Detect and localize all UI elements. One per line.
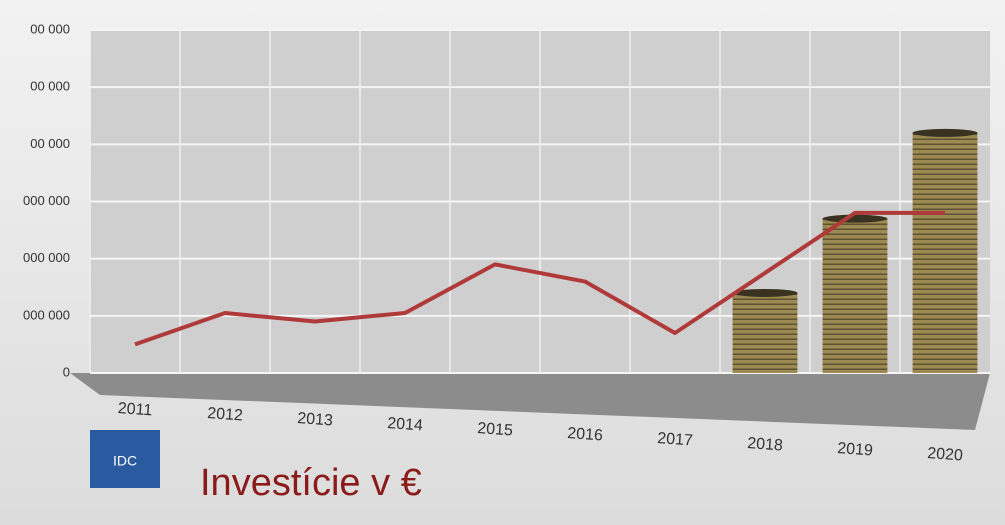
logo-text: IDC [113,453,137,469]
x-tick-label: 2014 [387,415,424,434]
x-tick-label: 2020 [927,445,964,464]
coin-top [912,128,978,137]
x-tick-label: 2016 [567,425,604,444]
chart-title: Investície v € [200,462,422,504]
x-tick-label: 2013 [297,410,334,429]
coin-top [822,214,888,223]
floor [70,373,990,430]
coin-top [732,288,798,297]
coin-stack [822,218,888,373]
coin-stack [732,292,798,373]
y-tick-label: 000 000 [23,250,70,265]
x-tick-label: 2018 [747,435,784,454]
x-tick-label: 2012 [207,405,244,424]
y-tick-label: 00 000 [30,79,70,94]
x-tick-label: 2015 [477,420,514,439]
y-tick-label: 000 000 [23,193,70,208]
coin-stack [912,132,978,373]
line [134,210,945,347]
logo: IDC [90,430,160,488]
y-tick-label: 000 000 [23,307,70,322]
x-tick-label: 2011 [117,400,153,419]
y-tick-label: 00 000 [30,136,70,151]
x-tick-label: 2019 [837,440,874,459]
y-tick-label: 0 [63,364,70,379]
x-tick-label: 2017 [657,430,694,449]
y-tick-label: 00 000 [30,21,70,36]
